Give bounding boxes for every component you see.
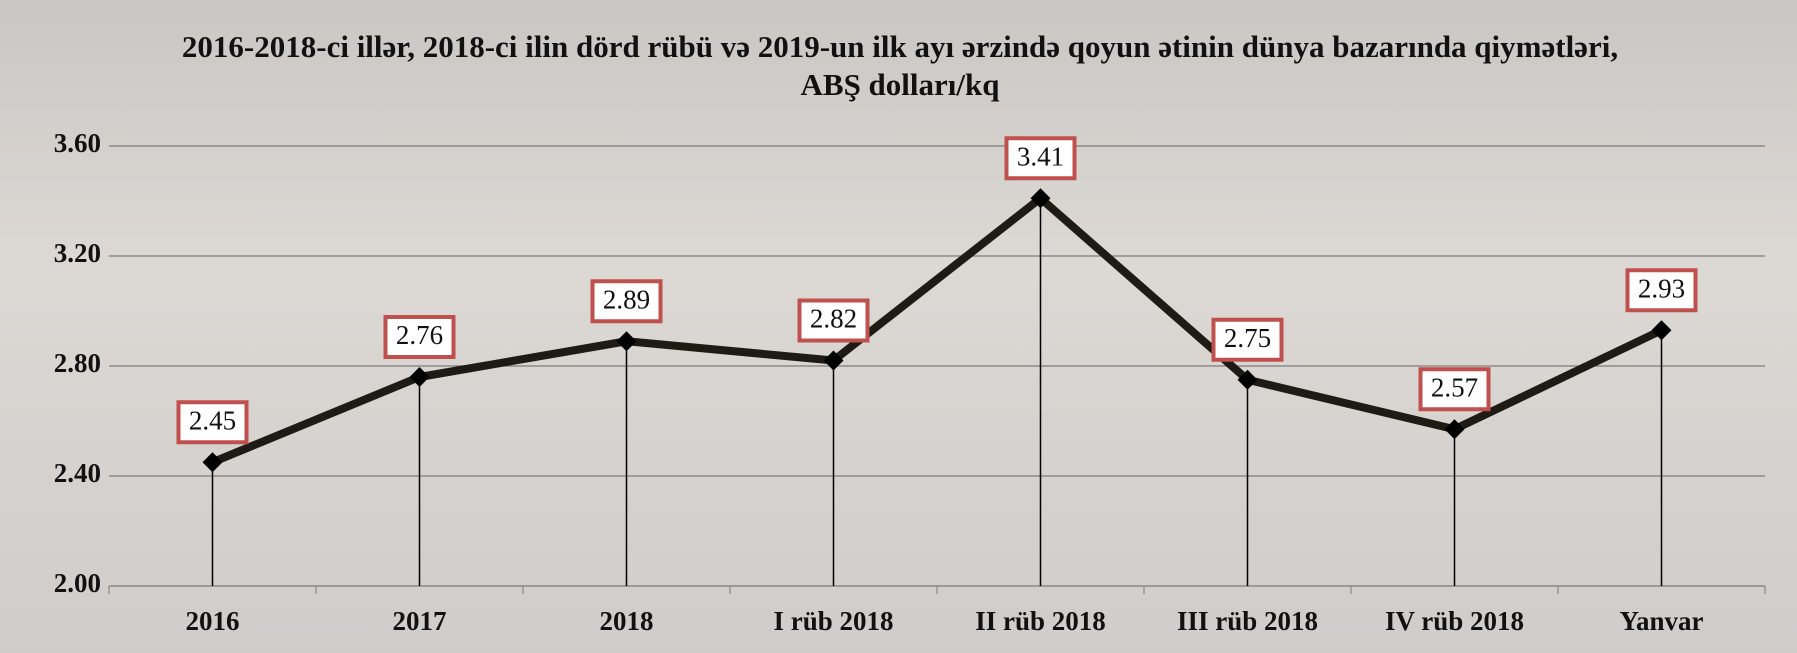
x-tick-label: 2016 [186,606,240,636]
marker [409,367,430,387]
data-label: 2.57 [1431,372,1478,402]
marker [1444,419,1465,440]
x-tick-label: 2017 [393,606,447,636]
x-tick-label: II rüb 2018 [975,606,1106,636]
data-label-box [1418,367,1491,412]
x-tick-label: III rüb 2018 [1177,606,1318,636]
data-label-box [1625,268,1698,313]
data-label: 2.76 [396,320,443,350]
chart-title: 2016-2018-ci illər, 2018-ci ilin dörd rü… [181,29,1619,102]
marker [616,331,637,352]
marker [202,452,223,473]
data-label: 2.89 [603,284,650,314]
marker [1237,369,1258,390]
data-label: 2.45 [189,405,236,435]
series-line [210,194,1664,466]
data-label-box [797,298,870,343]
marker [1030,188,1051,209]
y-tick-label: 3.20 [54,238,101,268]
y-tick-label: 2.40 [54,458,101,488]
data-label: 2.82 [810,304,857,334]
x-tick-label: 2018 [600,606,654,636]
x-tick-label: IV rüb 2018 [1385,606,1524,636]
y-tick-label: 2.00 [54,568,101,598]
marker [1651,320,1672,341]
data-label: 3.41 [1017,141,1064,171]
x-tick-label: Yanvar [1619,606,1703,636]
data-label-box [590,279,663,324]
data-label: 2.93 [1638,273,1685,303]
data-label: 2.75 [1224,323,1271,353]
x-tick-label: I rüb 2018 [773,606,893,636]
data-label-box [176,400,249,445]
data-label-box [1004,136,1077,181]
y-tick-label: 2.80 [54,348,101,378]
data-label-box [1211,317,1284,362]
data-label-box [383,315,456,359]
marker [823,350,844,371]
y-tick-label: 3.60 [54,128,101,158]
